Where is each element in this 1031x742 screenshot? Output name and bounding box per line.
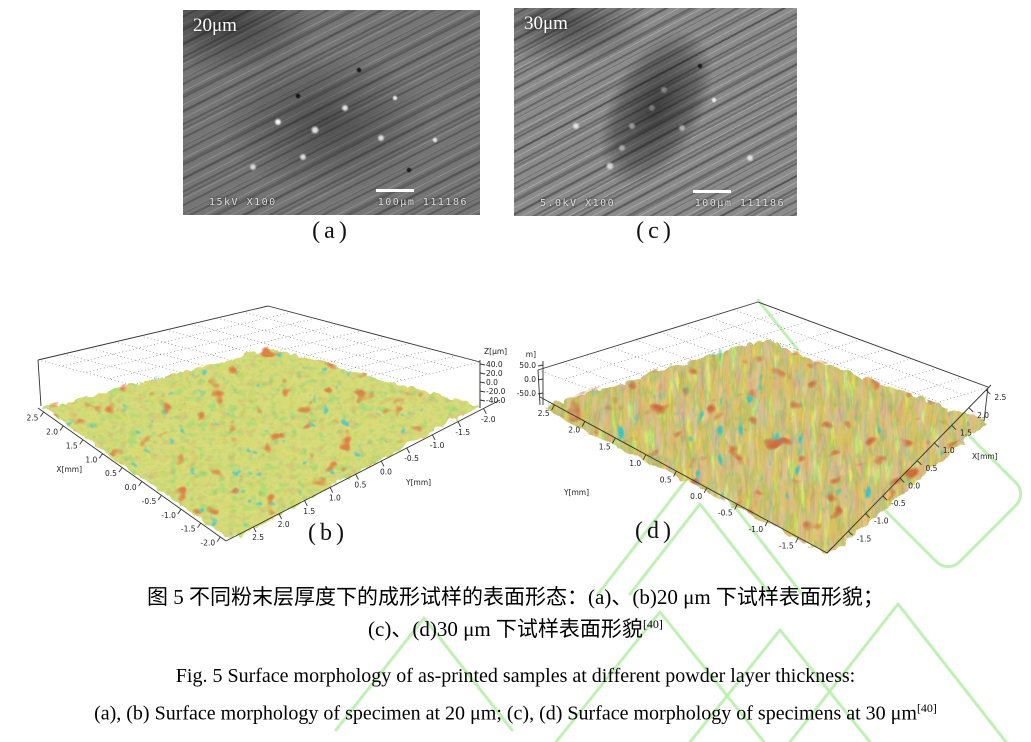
svg-text:-40.0: -40.0	[486, 396, 506, 405]
svg-text:0.5: 0.5	[926, 464, 938, 473]
svg-text:-2.0: -2.0	[481, 415, 496, 424]
svg-text:0.0: 0.0	[125, 483, 137, 492]
svg-text:1.5: 1.5	[66, 441, 78, 450]
svg-text:Y[mm]: Y[mm]	[405, 478, 431, 487]
svg-text:2.0: 2.0	[568, 426, 580, 435]
svg-text:m]: m]	[526, 350, 536, 359]
svg-text:-1.5: -1.5	[779, 542, 794, 551]
dark-region	[552, 8, 759, 216]
svg-text:-2.0: -2.0	[201, 539, 216, 548]
svg-text:0.5: 0.5	[354, 481, 366, 490]
svg-text:-1.0: -1.0	[874, 517, 889, 526]
svg-text:-50.0: -50.0	[517, 389, 537, 398]
svg-text:Y[mm]: Y[mm]	[563, 488, 589, 497]
caption-zh-line2-text: (c)、(d)30 μm 下试样表面形貌	[368, 617, 643, 641]
svg-text:2.0: 2.0	[46, 427, 58, 436]
svg-text:X[mm]: X[mm]	[56, 465, 82, 474]
svg-text:2.5: 2.5	[994, 393, 1006, 402]
sem-thickness-label: 30μm	[524, 13, 568, 34]
surface-plot-d: 2.52.01.51.00.50.0-0.5-1.0-1.5Y[mm]-1.5-…	[517, 301, 1007, 554]
svg-text:-1.0: -1.0	[161, 511, 176, 520]
svg-text:Z[μm]: Z[μm]	[484, 347, 507, 356]
caption-en-line1-text: Fig. 5 Surface morphology of as-printed …	[175, 665, 856, 687]
sem-image-20um: 20μm 15kV X100 100μm 111186	[183, 10, 480, 215]
svg-text:1.5: 1.5	[303, 507, 315, 516]
svg-text:0.5: 0.5	[105, 469, 117, 478]
sem-thickness-label: 20μm	[193, 15, 237, 36]
svg-text:0.0: 0.0	[486, 378, 498, 387]
svg-text:2.5: 2.5	[252, 533, 264, 542]
back-wall-grid	[37, 305, 481, 417]
svg-text:-0.5: -0.5	[404, 454, 419, 463]
svg-text:1.0: 1.0	[629, 459, 641, 468]
sem-meta-scale-id: 100μm 111186	[694, 198, 785, 209]
scale-bar	[693, 190, 731, 193]
svg-text:0.0: 0.0	[380, 467, 392, 476]
scale-bar	[376, 189, 414, 192]
caption-en-line2-text: (a), (b) Surface morphology of specimen …	[94, 702, 917, 725]
svg-text:0.0: 0.0	[908, 481, 920, 490]
svg-text:X[mm]: X[mm]	[972, 452, 998, 461]
surface-valleys-b	[41, 346, 477, 538]
svg-text:1.5: 1.5	[599, 442, 611, 451]
caption-zh-line1-text: 图 5 不同粉末层厚度下的成形试样的表面形态：(a)、(b)20 μm 下试样表…	[147, 585, 884, 609]
svg-text:-1.5: -1.5	[857, 534, 872, 543]
svg-text:1.0: 1.0	[943, 446, 955, 455]
panel-label-c: (c)	[636, 218, 675, 244]
surface-plot-b: 2.5 2.0 1.5 1.0 0.5 0.0 -0.5 -1.0 -1.5 -2.0 X[mm] 2…	[27, 305, 508, 548]
caption-zh-line2: (c)、(d)30 μm 下试样表面形貌[40]	[0, 613, 1031, 643]
svg-text:1.0: 1.0	[85, 455, 97, 464]
caption-en-line1: Fig. 5 Surface morphology of as-printed …	[0, 665, 1031, 688]
svg-text:-0.5: -0.5	[718, 509, 733, 518]
surface-valleys-d	[540, 337, 983, 553]
svg-text:-20.0: -20.0	[486, 387, 506, 396]
panel-label-d: (d)	[635, 518, 675, 544]
svg-text:-1.0: -1.0	[430, 441, 445, 450]
caption-zh-line1: 图 5 不同粉末层厚度下的成形试样的表面形态：(a)、(b)20 μm 下试样表…	[0, 581, 1031, 611]
panel-label-b: (b)	[308, 520, 348, 546]
svg-text:50.0: 50.0	[519, 361, 536, 370]
citation-ref: [40]	[916, 701, 937, 715]
svg-text:-0.5: -0.5	[891, 499, 906, 508]
svg-text:2.0: 2.0	[278, 520, 290, 529]
axes-b: 2.5 2.0 1.5 1.0 0.5 0.0 -0.5 -1.0 -1.5 -2.0 X[mm] 2…	[27, 347, 508, 548]
sem-meta-scale-id: 100μm 111186	[377, 197, 468, 208]
svg-text:2.5: 2.5	[27, 414, 39, 423]
svg-text:2.0: 2.0	[977, 411, 989, 420]
svg-text:1.5: 1.5	[960, 429, 972, 438]
svg-text:-1.0: -1.0	[748, 525, 763, 534]
svg-text:0.0: 0.0	[690, 492, 702, 501]
svg-text:1.0: 1.0	[329, 494, 341, 503]
svg-text:20.0: 20.0	[486, 369, 503, 378]
svg-text:-0.5: -0.5	[142, 497, 157, 506]
caption-en-line2: (a), (b) Surface morphology of specimen …	[0, 701, 1031, 726]
svg-text:0.5: 0.5	[660, 475, 672, 484]
svg-text:0.0: 0.0	[524, 375, 536, 384]
panel-label-a: (a)	[312, 218, 351, 244]
svg-text:-1.5: -1.5	[181, 525, 196, 534]
svg-text:40.0: 40.0	[486, 360, 503, 369]
sem-meta-voltage-magnification: 5.0kV X100	[540, 198, 616, 209]
sem-meta-voltage-magnification: 15kV X100	[209, 197, 277, 208]
svg-text:2.5: 2.5	[538, 409, 550, 418]
citation-ref: [40]	[642, 617, 663, 631]
sem-image-30um: 30μm 5.0kV X100 100μm 111186	[514, 8, 797, 216]
svg-text:-1.5: -1.5	[455, 428, 470, 437]
